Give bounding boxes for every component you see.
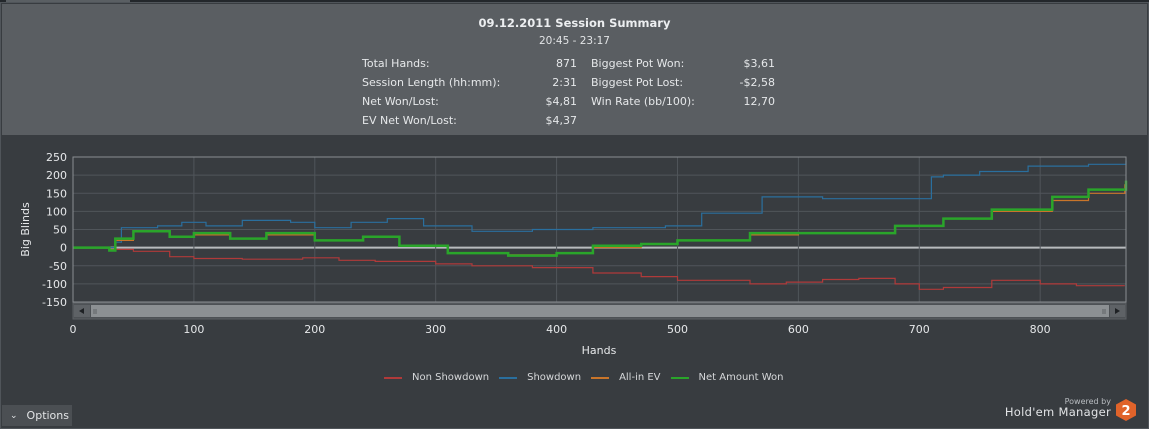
y-tick-label: 250	[46, 151, 67, 164]
legend-item-allin-ev[interactable]: All-in EV	[591, 372, 661, 383]
chart-series	[73, 160, 1128, 290]
grip-icon	[93, 309, 1106, 314]
stat-label: Session Length (hh:mm):	[362, 76, 501, 89]
y-tick-label: -150	[42, 296, 67, 309]
stat-value: $3,61	[743, 57, 776, 70]
y-tick-label: 50	[53, 224, 67, 237]
summary-title: 09.12.2011 Session Summary	[478, 16, 671, 30]
top-tab[interactable]	[6, 0, 130, 3]
stat-label: EV Net Won/Lost:	[362, 114, 457, 127]
powered-by-label: Powered by	[1064, 397, 1111, 406]
legend-label: Showdown	[527, 372, 582, 383]
stat-label: Net Won/Lost:	[362, 95, 439, 108]
x-tick-label: 700	[909, 323, 930, 336]
arrow-left-icon	[79, 308, 84, 314]
stat-value: $4,81	[545, 95, 578, 108]
legend-label: Non Showdown	[412, 372, 490, 383]
horizontal-scrollbar[interactable]	[72, 302, 1127, 320]
y-tick-label: 200	[46, 169, 67, 182]
legend-label: All-in EV	[619, 372, 661, 383]
y-tick-label: 150	[46, 187, 67, 200]
stat-label: Biggest Pot Won:	[591, 57, 685, 70]
series-line-non-showdown	[73, 247, 1125, 290]
y-tick-label: -100	[42, 278, 67, 291]
stat-label: Biggest Pot Lost:	[591, 76, 684, 89]
x-tick-label: 800	[1030, 323, 1051, 336]
stat-value: $4,37	[545, 114, 578, 127]
legend-swatch	[670, 376, 689, 379]
legend-item-non-showdown[interactable]: Non Showdown	[384, 372, 489, 383]
legend-swatch	[499, 376, 518, 379]
x-axis-ticks: 0 100 200 300 400 500 600 700 800	[70, 323, 1051, 336]
stat-value: 2:31	[552, 76, 577, 89]
x-tick-label: 200	[304, 323, 325, 336]
x-tick-label: 300	[425, 323, 446, 336]
legend-label: Net Amount Won	[698, 372, 784, 383]
stat-value: -$2,58	[739, 76, 775, 89]
y-axis-label: Big Blinds	[19, 202, 32, 257]
series-line-net-won	[73, 180, 1128, 257]
y-tick-label: 0	[60, 242, 67, 255]
scrollbar-thumb[interactable]	[91, 305, 1109, 317]
series-line-showdown	[73, 160, 1127, 249]
chevron-down-icon: ⌄	[10, 410, 18, 421]
y-axis-ticks: 250 200 150 100 50 0 -50 -100 -150	[42, 151, 67, 309]
brand-name: Hold'em Manager	[1004, 405, 1111, 419]
chart-legend: Non Showdown Showdown All-in EV Net Amou…	[384, 372, 794, 383]
summary-header: 09.12.2011 Session Summary 20:45 - 23:17…	[2, 4, 1147, 135]
chart-grid	[72, 156, 1126, 303]
stat-value: 12,70	[743, 95, 776, 108]
x-tick-label: 100	[183, 323, 204, 336]
stat-label: Total Hands:	[362, 57, 430, 70]
stat-value: 871	[556, 57, 577, 70]
hem2-logo-icon: 2	[1116, 399, 1136, 421]
stat-label: Win Rate (bb/100):	[591, 95, 695, 108]
options-label: Options	[26, 409, 69, 422]
arrow-right-icon	[1115, 308, 1120, 314]
x-tick-label: 500	[667, 323, 688, 336]
x-tick-label: 0	[70, 323, 77, 336]
legend-swatch	[591, 376, 610, 379]
svg-text:2: 2	[1121, 404, 1130, 419]
plot-border	[72, 156, 1127, 303]
legend-item-showdown[interactable]: Showdown	[499, 372, 581, 383]
y-tick-label: 100	[46, 205, 67, 218]
x-tick-label: 600	[788, 323, 809, 336]
legend-item-net-won[interactable]: Net Amount Won	[670, 372, 784, 383]
legend-swatch	[384, 376, 402, 379]
x-axis-label: Hands	[582, 344, 617, 357]
summary-time-range: 20:45 - 23:17	[539, 35, 610, 47]
y-tick-label: -50	[49, 260, 67, 273]
x-tick-label: 400	[546, 323, 567, 336]
options-button[interactable]: ⌄ Options	[2, 405, 72, 426]
